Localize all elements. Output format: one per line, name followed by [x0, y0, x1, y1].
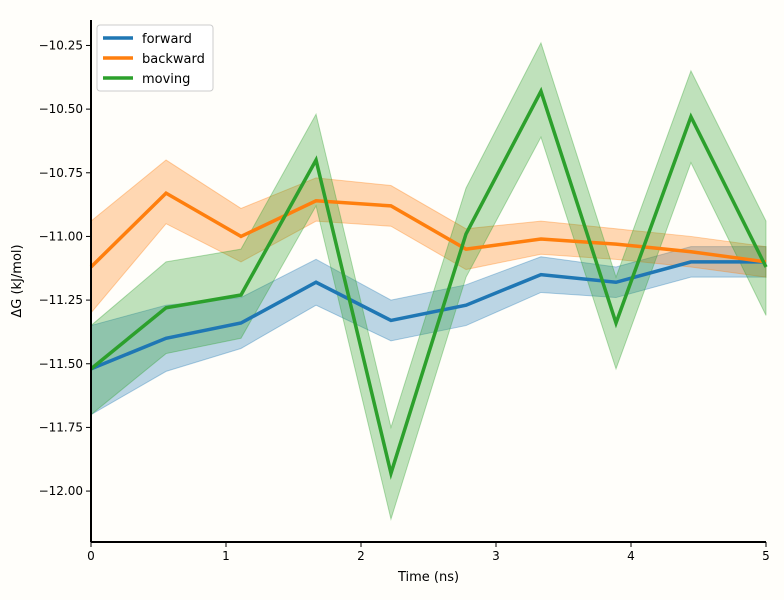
forward-confidence-band — [90, 246, 767, 416]
forward-series-line — [90, 260, 766, 371]
legend: forward backward moving — [96, 24, 214, 92]
y-axis-label: ΔG (kJ/mol) — [10, 244, 25, 317]
x-tick-label: 2 — [357, 549, 365, 563]
axes — [90, 20, 766, 543]
series-lines — [89, 86, 768, 480]
y-tick-label: −11.50 — [39, 357, 83, 371]
backward-legend-label: backward — [142, 52, 205, 67]
y-tick-label: −10.50 — [39, 102, 83, 116]
x-tick-label: 5 — [762, 549, 770, 563]
x-tick-label: 3 — [492, 549, 500, 563]
x-axis-label: Time (ns) — [397, 570, 459, 585]
y-tick-label: −10.75 — [39, 166, 83, 180]
y-tick-label: −12.00 — [39, 484, 83, 498]
moving-series-line — [89, 86, 768, 480]
y-tick-label: −11.25 — [39, 293, 83, 307]
forward-legend-label: forward — [142, 32, 192, 47]
confidence-bands — [90, 41, 767, 521]
x-tick-label: 4 — [627, 549, 635, 563]
y-tick-label: −11.00 — [39, 229, 83, 243]
backward-series-line — [89, 190, 767, 269]
y-ticks: −12.00 −11.75 −11.50 −11.25 −11.00 −10.75 −10.… — [39, 38, 91, 498]
y-tick-label: −10.25 — [39, 38, 83, 52]
legend-box — [96, 24, 214, 92]
y-tick-label: −11.75 — [39, 420, 83, 434]
x-tick-label: 1 — [222, 549, 230, 563]
moving-legend-label: moving — [142, 72, 190, 87]
x-ticks: 0 1 2 3 4 5 — [87, 542, 770, 563]
x-tick-label: 0 — [87, 549, 95, 563]
